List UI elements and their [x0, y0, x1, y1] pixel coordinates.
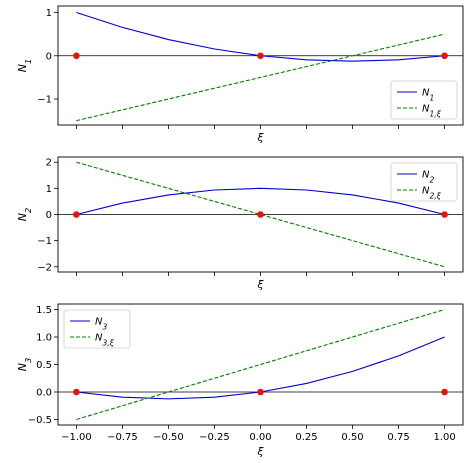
y-tick-label: 0.5 — [36, 360, 52, 371]
legend-box — [390, 80, 458, 120]
x-tick-label: −1.00 — [61, 432, 92, 443]
series-line-1 — [76, 187, 445, 216]
node-marker-2 — [257, 388, 264, 396]
legend-box — [390, 162, 458, 202]
y-tick-label: 1 — [46, 8, 52, 19]
node-marker-3 — [441, 388, 448, 396]
x-axis-label: ξ — [256, 278, 264, 291]
x-tick-label: −0.50 — [153, 432, 184, 443]
x-tick-label: −0.75 — [107, 432, 138, 443]
series-line-2 — [76, 33, 445, 122]
y-tick-label: 0 — [46, 51, 52, 62]
node-marker-1 — [73, 211, 80, 218]
x-tick-label: 0.75 — [387, 432, 409, 443]
x-tick-label: 0.00 — [249, 432, 271, 443]
x-axis-label: ξ — [256, 131, 264, 144]
y-tick-label: −1 — [37, 95, 52, 106]
y-tick-label: 0 — [46, 210, 52, 221]
y-tick-label: 0.0 — [36, 388, 52, 399]
y-tick-label: −1 — [37, 236, 52, 247]
y-tick-label: −0.5 — [28, 415, 52, 426]
x-tick-label: 0.50 — [341, 432, 363, 443]
node-marker-2 — [257, 211, 264, 218]
legend-entry: N2 — [422, 170, 434, 185]
y-tick-label: 2 — [46, 158, 52, 169]
node-marker-1 — [73, 388, 80, 396]
y-tick-label: −2 — [37, 262, 52, 273]
x-tick-label: 1.00 — [433, 432, 455, 443]
legend-entry: N1 — [422, 88, 434, 103]
legend-entry: N2,ξ — [422, 186, 442, 201]
subplot-3: −1.00 −0.75 −0.50 −0.25 0.00 0.25 0.50 0.75 1.00… — [16, 303, 464, 458]
node-marker-1 — [73, 52, 80, 60]
node-marker-3 — [441, 52, 448, 60]
series-line-2 — [76, 161, 445, 268]
x-tick-label: −0.25 — [199, 432, 230, 443]
series-line-2 — [76, 308, 445, 421]
legend-entry: N3,ξ — [95, 333, 115, 348]
legend-entry: N3 — [95, 317, 107, 332]
y-tick-label: 1 — [46, 184, 52, 195]
node-marker-3 — [441, 211, 448, 218]
y-axis-label: N2 — [16, 208, 33, 221]
y-tick-label: 1.5 — [36, 305, 52, 316]
node-marker-2 — [257, 52, 264, 60]
legend-box — [63, 309, 131, 349]
legend-entry: N1,ξ — [422, 104, 442, 119]
y-axis-label: N1 — [16, 59, 33, 72]
y-axis-label: N3 — [16, 358, 33, 371]
x-tick-label: 0.25 — [295, 432, 317, 443]
x-axis-label: ξ — [256, 445, 264, 458]
y-tick-label: 1.0 — [36, 333, 52, 344]
